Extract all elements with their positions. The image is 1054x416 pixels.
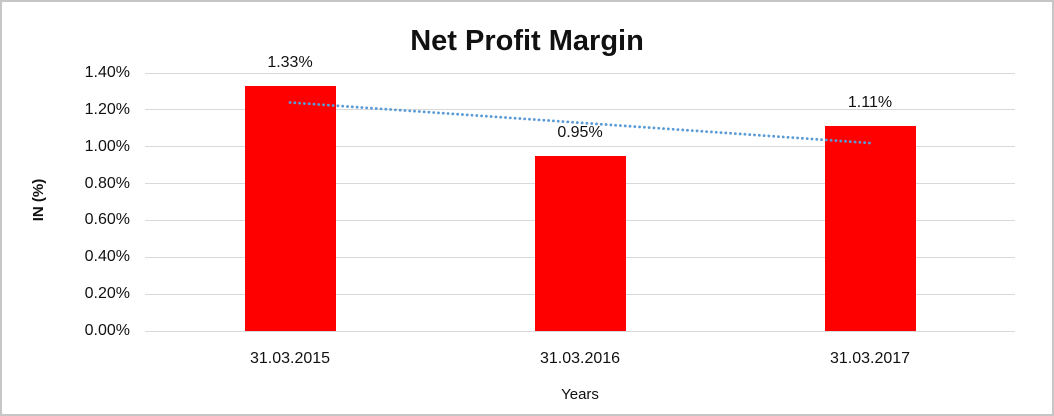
gridline bbox=[145, 72, 1015, 74]
x-axis-title: Years bbox=[561, 386, 599, 403]
bar-data-label: 1.11% bbox=[847, 94, 893, 112]
x-tick-label: 31.03.2016 bbox=[539, 350, 621, 367]
bar-data-label: 0.95% bbox=[557, 123, 603, 141]
bar bbox=[534, 155, 626, 331]
bar bbox=[824, 126, 916, 331]
y-tick-label: 0.80% bbox=[84, 174, 130, 192]
y-tick-label: 0.00% bbox=[84, 322, 130, 339]
y-tick-label: 0.60% bbox=[84, 211, 130, 229]
y-axis-title: IN (%) bbox=[30, 178, 47, 222]
y-tick-label: 1.00% bbox=[84, 137, 130, 155]
y-tick-label: 1.20% bbox=[84, 100, 130, 118]
x-tick-label: 31.03.2017 bbox=[829, 350, 911, 367]
y-tick-label: 0.40% bbox=[84, 248, 130, 266]
gridline bbox=[145, 330, 1015, 332]
y-tick-label: 1.40% bbox=[84, 64, 130, 81]
x-tick-label: 31.03.2015 bbox=[249, 350, 331, 367]
gridline bbox=[145, 146, 1015, 148]
bar-data-label: 1.33% bbox=[267, 53, 313, 71]
chart-title: Net Profit Margin bbox=[410, 25, 644, 57]
y-tick-label: 0.20% bbox=[84, 285, 130, 303]
bar bbox=[244, 85, 336, 331]
